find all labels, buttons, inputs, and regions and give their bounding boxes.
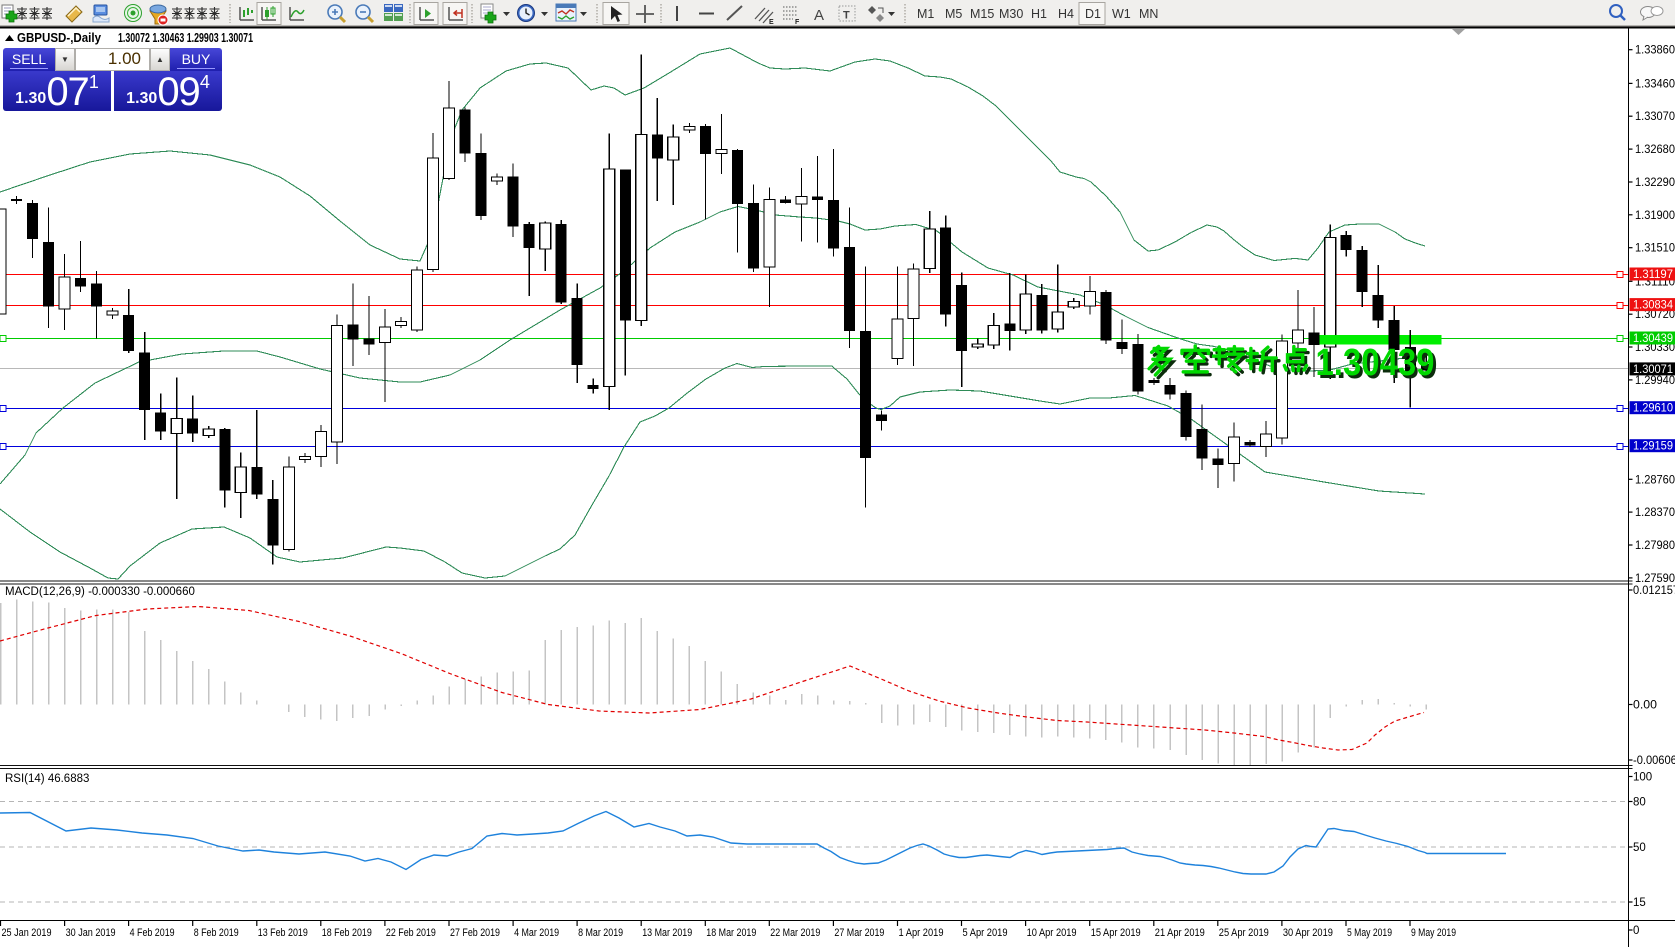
svg-text:1 Apr 2019: 1 Apr 2019	[899, 927, 944, 939]
svg-text:25 Apr 2019: 25 Apr 2019	[1219, 927, 1269, 939]
svg-text:1.30071: 1.30071	[1633, 364, 1673, 376]
svg-text:27 Mar 2019: 27 Mar 2019	[834, 927, 884, 939]
svg-text:1.31197: 1.31197	[1633, 269, 1673, 281]
svg-text:8 Feb 2019: 8 Feb 2019	[194, 927, 239, 939]
svg-text:1.31900: 1.31900	[1635, 210, 1675, 222]
svg-text:E: E	[769, 19, 774, 26]
svg-text:9 May 2019: 9 May 2019	[1411, 927, 1456, 939]
svg-text:1.33860: 1.33860	[1635, 45, 1675, 57]
svg-text:H4: H4	[1058, 7, 1074, 21]
svg-text:5 Apr 2019: 5 Apr 2019	[963, 927, 1008, 939]
svg-text:W1: W1	[1112, 7, 1131, 21]
svg-text:15: 15	[1633, 897, 1646, 909]
svg-text:M1: M1	[917, 7, 934, 21]
svg-text:25 Jan 2019: 25 Jan 2019	[2, 927, 52, 939]
svg-text:0.00: 0.00	[1633, 700, 1657, 712]
svg-text:80: 80	[1633, 797, 1646, 809]
svg-text:27 Feb 2019: 27 Feb 2019	[450, 927, 500, 939]
svg-text:50: 50	[1633, 842, 1646, 854]
svg-text:1.28370: 1.28370	[1635, 507, 1675, 519]
svg-text:1.27980: 1.27980	[1635, 540, 1675, 552]
svg-text:30 Apr 2019: 30 Apr 2019	[1283, 927, 1333, 939]
svg-text:1.30439: 1.30439	[1633, 333, 1673, 345]
svg-text:5 May 2019: 5 May 2019	[1347, 927, 1392, 939]
svg-text:1.27590: 1.27590	[1635, 573, 1675, 585]
svg-text:1.32680: 1.32680	[1635, 144, 1675, 156]
svg-text:21 Apr 2019: 21 Apr 2019	[1155, 927, 1205, 939]
svg-text:18 Feb 2019: 18 Feb 2019	[322, 927, 372, 939]
svg-text:22 Feb 2019: 22 Feb 2019	[386, 927, 436, 939]
svg-text:13 Feb 2019: 13 Feb 2019	[258, 927, 308, 939]
svg-text:M15: M15	[970, 7, 994, 21]
svg-text:8 Mar 2019: 8 Mar 2019	[578, 927, 623, 939]
svg-text:1.32290: 1.32290	[1635, 177, 1675, 189]
svg-text:1.29159: 1.29159	[1633, 441, 1673, 453]
svg-text:100: 100	[1633, 772, 1652, 784]
svg-text:MACD(12,26,9) -0.000330 -0.000: MACD(12,26,9) -0.000330 -0.000660	[5, 586, 195, 598]
svg-text:1.33460: 1.33460	[1635, 78, 1675, 90]
svg-text:T: T	[843, 10, 850, 22]
svg-text:RSI(14) 46.6883: RSI(14) 46.6883	[5, 773, 89, 785]
svg-text:0.012157: 0.012157	[1633, 585, 1675, 597]
svg-text:4 Feb 2019: 4 Feb 2019	[130, 927, 175, 939]
svg-text:4 Mar 2019: 4 Mar 2019	[514, 927, 559, 939]
svg-text:18 Mar 2019: 18 Mar 2019	[706, 927, 756, 939]
svg-text:M5: M5	[945, 7, 962, 21]
svg-text:MN: MN	[1139, 7, 1158, 21]
svg-text:1.29610: 1.29610	[1633, 403, 1673, 415]
svg-text:D1: D1	[1085, 7, 1101, 21]
svg-text:1.28760: 1.28760	[1635, 474, 1675, 486]
svg-text:1.33070: 1.33070	[1635, 111, 1675, 123]
svg-text:30 Jan 2019: 30 Jan 2019	[66, 927, 116, 939]
svg-text:13 Mar 2019: 13 Mar 2019	[642, 927, 692, 939]
svg-text:F: F	[795, 19, 800, 26]
svg-text:1.29940: 1.29940	[1635, 375, 1675, 387]
svg-text:1.30439: 1.30439	[1316, 342, 1435, 384]
svg-text:1.31510: 1.31510	[1635, 243, 1675, 255]
svg-text:A: A	[814, 7, 824, 24]
svg-text:10 Apr 2019: 10 Apr 2019	[1027, 927, 1077, 939]
svg-text:0: 0	[1633, 925, 1639, 937]
svg-text:-0.006064: -0.006064	[1633, 755, 1675, 767]
svg-text:22 Mar 2019: 22 Mar 2019	[770, 927, 820, 939]
svg-text:1.30834: 1.30834	[1633, 300, 1674, 312]
svg-text:15 Apr 2019: 15 Apr 2019	[1091, 927, 1141, 939]
svg-text:H1: H1	[1031, 7, 1047, 21]
svg-text:M30: M30	[999, 7, 1023, 21]
